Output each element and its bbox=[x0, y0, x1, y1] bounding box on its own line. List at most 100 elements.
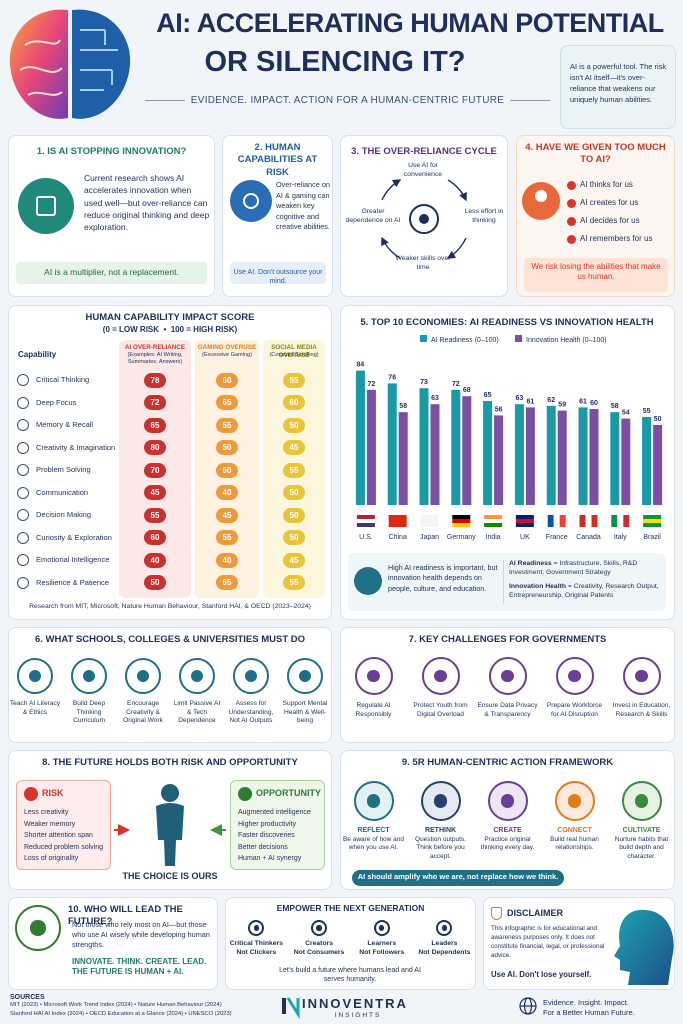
icon bbox=[71, 658, 107, 694]
brand-logo bbox=[282, 997, 300, 1020]
section-title: HUMAN CAPABILITY IMPACT SCORE bbox=[85, 312, 255, 323]
icon bbox=[238, 787, 252, 801]
sources-title: SOURCES bbox=[10, 994, 45, 1001]
source: MIT (2023) • Microsoft Work Trend Index … bbox=[10, 1002, 222, 1008]
score: 45 bbox=[216, 507, 238, 523]
row-header: Capability bbox=[18, 350, 57, 359]
score: 55 bbox=[283, 462, 305, 478]
score: 45 bbox=[283, 552, 305, 568]
icon bbox=[17, 576, 29, 589]
source: Stanford HAI AI Index (2024) • OECD Educ… bbox=[10, 1011, 232, 1017]
icon bbox=[24, 787, 38, 801]
icon-glyph bbox=[635, 669, 648, 683]
title: OR SILENCING IT? bbox=[204, 46, 466, 78]
icon-glyph bbox=[568, 669, 581, 683]
action-item: Prepare Workforce for AI Disruption bbox=[546, 702, 603, 718]
callout-box bbox=[348, 553, 666, 611]
score: 55 bbox=[216, 530, 238, 545]
score: 80 bbox=[144, 440, 166, 455]
capability: Curiosity & Exploration bbox=[36, 532, 112, 542]
capability: Critical Thinking bbox=[36, 375, 90, 384]
icon-glyph bbox=[434, 669, 447, 683]
score: 55 bbox=[283, 372, 305, 388]
x-tick-label: U.S. bbox=[359, 534, 373, 541]
column-sub: (Examples: AI Writing, Summaries, Answer… bbox=[127, 352, 183, 366]
flag bbox=[643, 519, 662, 523]
panel bbox=[225, 897, 476, 990]
bar bbox=[430, 404, 440, 505]
value-label: 76 bbox=[388, 374, 396, 381]
value-label: 50 bbox=[654, 416, 662, 423]
bullet bbox=[567, 181, 576, 190]
score: 50 bbox=[216, 440, 238, 455]
section-title: 4. HAVE WE GIVEN TOO MUCH TO AI? bbox=[525, 142, 666, 166]
flag bbox=[515, 523, 534, 527]
icon bbox=[487, 781, 528, 821]
flag bbox=[452, 523, 471, 527]
action-item: Limit Passive AI & Tech Dependence bbox=[173, 700, 221, 725]
bullet bbox=[567, 235, 576, 244]
list-item: Better decisions bbox=[238, 843, 288, 851]
score: 60 bbox=[144, 530, 166, 545]
flag bbox=[515, 519, 534, 523]
definition: Innovation Health = Creativity, Research… bbox=[509, 583, 669, 601]
icon bbox=[17, 441, 29, 454]
panel bbox=[8, 627, 332, 743]
chart-title: 5. TOP 10 ECONOMIES: AI READINESS VS INN… bbox=[360, 317, 653, 328]
banner-text: AI should amplify who we are, not replac… bbox=[357, 872, 559, 881]
score: 65 bbox=[144, 417, 166, 433]
icon-glyph bbox=[379, 925, 385, 931]
motto: INNOVATE. THINK. CREATE. LEAD. THE FUTUR… bbox=[72, 957, 207, 977]
value-label: 58 bbox=[399, 403, 407, 410]
bar bbox=[621, 418, 631, 505]
list-item: AI decides for us bbox=[580, 216, 640, 225]
score: 60 bbox=[283, 395, 305, 410]
value-label: 72 bbox=[452, 381, 460, 388]
body-text: This infographic is for educational and … bbox=[491, 925, 605, 960]
note: We risk losing the abilities that make u… bbox=[531, 262, 661, 282]
list-item: Loss of originality bbox=[24, 855, 79, 862]
section-title: DISCLAIMER bbox=[507, 908, 563, 918]
flag bbox=[420, 519, 439, 523]
value-label: 61 bbox=[527, 398, 535, 405]
box-title: OPPORTUNITY bbox=[256, 788, 322, 798]
value-label: 55 bbox=[643, 408, 651, 415]
bullet bbox=[567, 199, 576, 208]
definition-text: = Infrastructure, Skills, R&D Investment… bbox=[509, 560, 638, 576]
list-item: AI remembers for us bbox=[580, 234, 653, 243]
rule bbox=[510, 100, 550, 101]
score: 60 bbox=[216, 462, 238, 478]
bar bbox=[419, 388, 429, 505]
icon-glyph bbox=[441, 925, 448, 931]
list-item: Shorter attention span bbox=[24, 832, 93, 839]
step-name: RETHINK bbox=[424, 827, 457, 834]
list-item: Faster discoveries bbox=[238, 832, 295, 839]
title: AI: ACCELERATING HUMAN POTENTIAL bbox=[156, 8, 664, 38]
capability: Deep Focus bbox=[36, 397, 77, 407]
icon bbox=[17, 509, 29, 521]
flag bbox=[643, 515, 662, 519]
body-text: Not those who rely most on AI—but those … bbox=[72, 920, 210, 950]
bar bbox=[578, 407, 588, 505]
source: Research from MIT, Microsoft, Nature Hum… bbox=[29, 603, 311, 610]
score: 50 bbox=[144, 575, 166, 590]
bar-chart: 5. TOP 10 ECONOMIES: AI READINESS VS INN… bbox=[355, 317, 663, 541]
bullet bbox=[567, 217, 576, 226]
tagline: THE CHOICE IS OURS bbox=[122, 871, 218, 881]
icon-glyph bbox=[30, 920, 46, 936]
bar bbox=[557, 410, 567, 505]
icon-glyph bbox=[36, 196, 56, 216]
value-label: 68 bbox=[463, 387, 471, 394]
section-title: 9. 5R HUMAN-CENTRIC ACTION FRAMEWORK bbox=[401, 757, 614, 768]
bar bbox=[366, 389, 376, 505]
flag bbox=[452, 515, 471, 519]
flag bbox=[388, 519, 407, 523]
icon-glyph bbox=[567, 794, 582, 808]
item-name: Critical Thinkers bbox=[229, 940, 283, 947]
section-title: 6. WHAT SCHOOLS, COLLEGES & UNIVERSITIES… bbox=[34, 634, 306, 645]
icon-glyph bbox=[419, 214, 429, 224]
legend-label: Innovation Health (0–100) bbox=[526, 337, 607, 344]
icon-glyph bbox=[253, 925, 259, 931]
value-label: 63 bbox=[516, 395, 524, 402]
bar bbox=[398, 412, 408, 505]
